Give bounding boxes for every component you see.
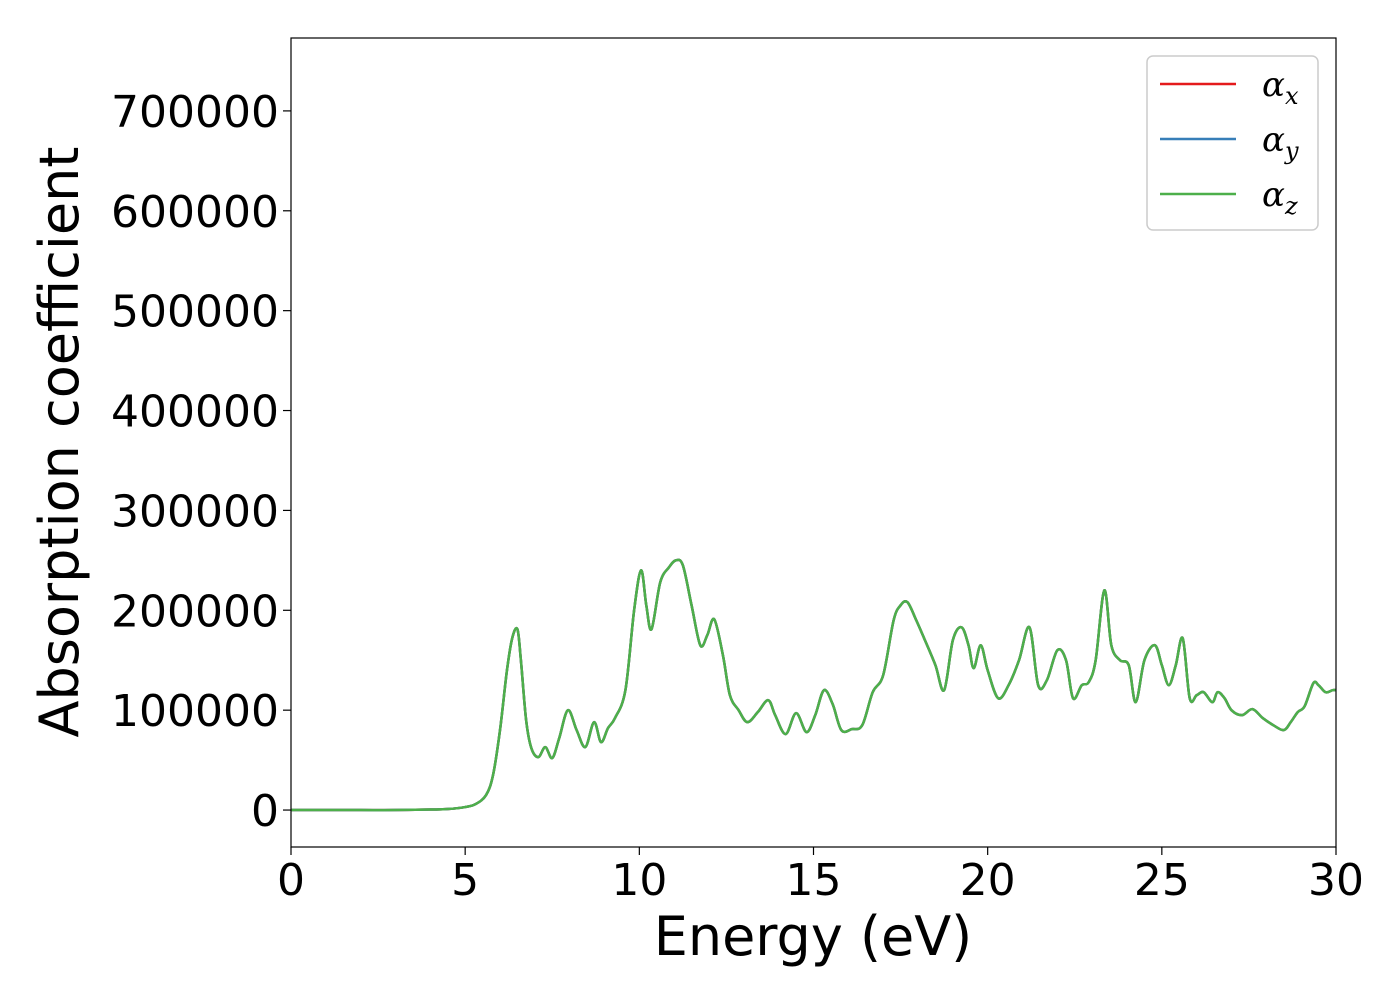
- series-line-alpha-z: [290, 558, 1337, 812]
- y-tick-label: 600000: [111, 187, 279, 238]
- y-tick-label: 0: [251, 786, 279, 837]
- y-tick-label: 700000: [111, 87, 279, 138]
- x-tick-label: 0: [277, 855, 305, 906]
- y-tick-label: 100000: [111, 686, 279, 737]
- x-axis-ticks: 0 5 10 15 20 25 30: [277, 847, 1364, 906]
- legend-items: αx αy αz: [1160, 65, 1299, 220]
- x-axis-title: Energy (eV): [654, 905, 973, 968]
- legend: αx αy αz: [1146, 55, 1319, 231]
- y-tick-label: 500000: [111, 287, 279, 338]
- x-tick-label: 25: [1134, 855, 1190, 906]
- y-tick-label: 400000: [111, 387, 279, 438]
- legend-label: αz: [1262, 175, 1298, 220]
- x-tick-label: 20: [960, 855, 1016, 906]
- x-tick-label: 5: [451, 855, 479, 906]
- y-axis-ticks: 0 100000 200000 300000 400000 500000 600000 700…: [111, 87, 291, 837]
- legend-label: αx: [1262, 65, 1299, 110]
- legend-frame: [1146, 55, 1319, 231]
- y-axis-title: Absorption coefficient: [28, 147, 91, 738]
- y-tick-label: 300000: [111, 486, 279, 537]
- y-tick-label: 200000: [111, 586, 279, 637]
- x-tick-label: 10: [611, 855, 667, 906]
- x-tick-label: 30: [1308, 855, 1364, 906]
- legend-label: αy: [1262, 120, 1299, 165]
- series-layer: [290, 558, 1337, 812]
- x-tick-label: 15: [786, 855, 842, 906]
